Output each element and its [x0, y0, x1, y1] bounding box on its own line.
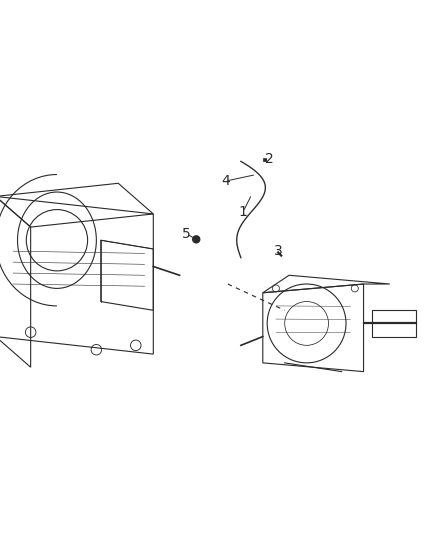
- Circle shape: [193, 236, 200, 243]
- Text: 5: 5: [182, 227, 191, 241]
- Text: 1: 1: [239, 205, 247, 219]
- Text: 3: 3: [274, 244, 283, 258]
- Text: 4: 4: [221, 174, 230, 188]
- Polygon shape: [263, 158, 266, 161]
- Text: 2: 2: [265, 152, 274, 166]
